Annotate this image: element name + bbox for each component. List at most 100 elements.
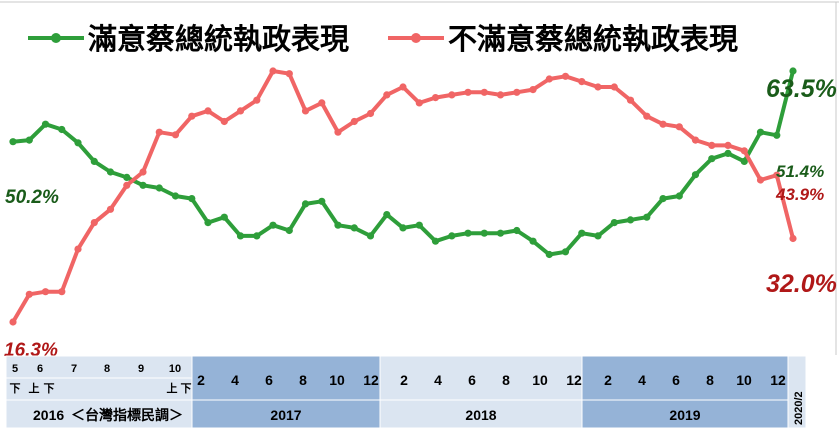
point-dissatisfied-27 (448, 91, 456, 99)
point-dissatisfied-32 (529, 86, 537, 94)
point-satisfied-11 (188, 195, 196, 203)
point-dissatisfied-0 (9, 318, 17, 326)
point-satisfied-24 (399, 224, 407, 232)
point-satisfied-40 (659, 195, 667, 203)
point-dissatisfied-47 (773, 171, 781, 179)
axis-band-2019-months (581, 355, 789, 401)
point-dissatisfied-42 (691, 136, 700, 144)
tick-months-2019-4: 10 (736, 372, 752, 388)
point-dissatisfied-21 (350, 117, 358, 126)
tick-2016-half-1: 上 (29, 381, 40, 395)
point-dissatisfied-23 (383, 91, 391, 99)
point-satisfied-25 (415, 221, 423, 229)
point-satisfied-19 (318, 197, 326, 205)
point-dissatisfied-30 (496, 91, 505, 99)
tick-months-2018-2: 6 (468, 372, 476, 388)
point-satisfied-30 (496, 229, 505, 237)
point-dissatisfied-9 (155, 128, 163, 136)
point-satisfied-4 (74, 139, 82, 147)
point-dissatisfied-20 (334, 128, 342, 136)
point-satisfied-37 (610, 219, 618, 227)
point-satisfied-28 (464, 229, 472, 237)
point-dissatisfied-28 (464, 88, 472, 96)
point-satisfied-38 (626, 216, 635, 224)
point-satisfied-1 (25, 136, 33, 144)
point-dissatisfied-33 (545, 75, 553, 83)
label-satisfied-end-prev: 51.4% (776, 162, 824, 181)
point-dissatisfied-1 (25, 290, 33, 298)
point-satisfied-41 (675, 192, 683, 200)
series-layer (9, 67, 797, 326)
point-satisfied-32 (529, 237, 537, 245)
point-dissatisfied-8 (139, 168, 147, 176)
point-dissatisfied-12 (204, 107, 212, 115)
point-dissatisfied-19 (318, 99, 326, 107)
point-satisfied-6 (106, 168, 115, 176)
tick-months-2017-4: 10 (329, 372, 345, 388)
point-satisfied-23 (383, 211, 391, 219)
point-satisfied-35 (578, 229, 586, 237)
tick-months-2017-2: 6 (265, 372, 273, 388)
point-dissatisfied-15 (253, 96, 261, 104)
point-dissatisfied-22 (366, 109, 375, 118)
point-satisfied-17 (285, 226, 293, 235)
label-dissatisfied-end-prev: 43.9% (775, 185, 824, 204)
point-dissatisfied-25 (415, 99, 423, 107)
tick-months-2019-5: 12 (770, 372, 786, 388)
point-satisfied-22 (366, 232, 375, 240)
point-satisfied-47 (773, 131, 781, 139)
tick-months-2018-1: 4 (434, 372, 442, 388)
point-satisfied-15 (253, 232, 261, 240)
tick-2016-half-0: 下 (10, 382, 21, 395)
axis-year-2016: 2016 (33, 407, 64, 423)
axis-band-2017-year (191, 399, 381, 429)
axis-year-2019: 2019 (669, 407, 700, 423)
tick-months-2018-5: 12 (566, 372, 582, 388)
legend-marker-dissatisfied (411, 33, 421, 43)
point-dissatisfied-10 (171, 131, 180, 139)
point-satisfied-48 (789, 67, 797, 75)
point-satisfied-26 (431, 237, 440, 245)
point-dissatisfied-3 (58, 288, 66, 296)
tick-months-2019-0: 2 (604, 372, 612, 388)
point-dissatisfied-41 (675, 123, 683, 131)
axis-band-2018-months (379, 355, 583, 401)
point-satisfied-33 (545, 250, 553, 259)
point-satisfied-12 (204, 219, 212, 227)
point-satisfied-31 (513, 226, 521, 235)
point-satisfied-18 (301, 200, 310, 208)
legend-label-dissatisfied: 不滿意蔡總統執政表現 (448, 22, 738, 56)
axis-final-label: 2020/2 (793, 391, 805, 425)
point-dissatisfied-39 (643, 112, 651, 120)
label-dissatisfied-end: 32.0% (766, 270, 837, 298)
axis-tick-labels: 5 6 7 8 9 10下上下上下2 4 6 8 10 12 2 4 6 8 10 12 2 4 6 8 10 12 (10, 363, 786, 395)
point-dissatisfied-45 (740, 147, 748, 155)
point-satisfied-20 (334, 221, 342, 229)
point-dissatisfied-46 (756, 176, 765, 184)
point-dissatisfied-18 (301, 107, 310, 115)
point-satisfied-44 (724, 149, 732, 157)
legend-marker-satisfied (51, 33, 61, 43)
tick-months-2019-3: 8 (706, 372, 714, 388)
point-dissatisfied-37 (610, 83, 618, 91)
point-satisfied-43 (708, 155, 716, 163)
point-dissatisfied-17 (285, 70, 293, 78)
tick-2016-half-3: 上 (167, 381, 178, 395)
tick-months-2017-1: 4 (231, 372, 239, 388)
point-satisfied-39 (643, 213, 651, 221)
point-dissatisfied-40 (659, 120, 667, 128)
point-satisfied-13 (220, 213, 228, 221)
tick-months-2018-3: 8 (502, 372, 510, 388)
axis-year-2018: 2018 (465, 407, 496, 423)
point-satisfied-29 (480, 229, 488, 237)
point-satisfied-9 (155, 184, 163, 192)
point-satisfied-21 (350, 224, 358, 232)
point-dissatisfied-2 (41, 288, 50, 296)
axis-source-label: ＜台灣指標民調＞ (71, 407, 183, 423)
point-satisfied-10 (171, 192, 180, 200)
point-satisfied-16 (269, 221, 277, 229)
point-satisfied-45 (740, 157, 748, 165)
point-satisfied-34 (561, 248, 570, 256)
point-dissatisfied-13 (220, 117, 228, 126)
